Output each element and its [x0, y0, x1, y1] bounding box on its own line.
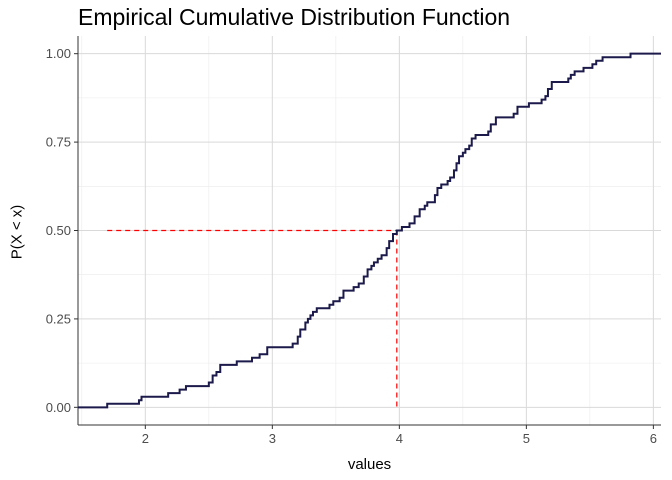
x-tick-label: 6 — [650, 431, 657, 446]
y-tick-label: 0.50 — [46, 223, 71, 238]
x-tick-label: 3 — [269, 431, 276, 446]
y-tick-label: 0.75 — [46, 135, 71, 150]
y-tick-label: 0.00 — [46, 400, 71, 415]
x-tick-label: 5 — [523, 431, 530, 446]
axis-ticks: 2 3 4 5 6 0.00 0.25 0.50 0.75 1.00 — [46, 36, 661, 446]
y-tick-label: 0.25 — [46, 311, 71, 326]
chart-title: Empirical Cumulative Distribution Functi… — [78, 4, 511, 30]
ecdf-step-line — [78, 52, 661, 409]
y-axis-label: P(X < x) — [8, 204, 26, 260]
x-tick-label: 4 — [396, 431, 403, 446]
y-tick-label: 1.00 — [46, 46, 71, 61]
series-layer — [78, 52, 661, 409]
x-axis-label: values — [347, 456, 392, 473]
x-tick-label: 2 — [142, 431, 149, 446]
